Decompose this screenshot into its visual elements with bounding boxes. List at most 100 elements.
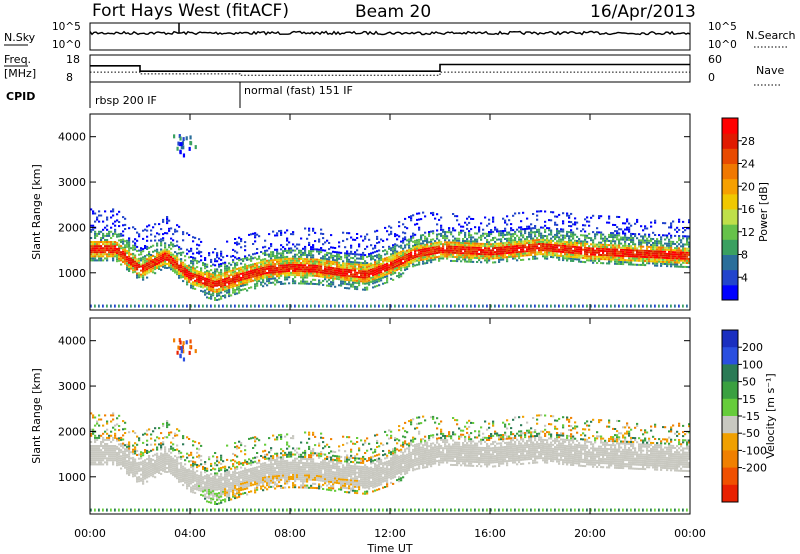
power-cell <box>416 263 419 266</box>
power-cell <box>590 251 593 254</box>
power-cell <box>214 264 217 267</box>
power-cell <box>488 231 491 233</box>
power-cell <box>428 233 431 235</box>
velocity-cell <box>96 455 99 458</box>
power-cell <box>618 252 621 255</box>
power-cell <box>290 247 293 250</box>
power-cell <box>520 244 523 247</box>
power-cell <box>180 251 183 254</box>
power-cell <box>500 240 503 243</box>
power-cell <box>416 239 419 242</box>
power-cell <box>582 261 585 263</box>
power-cell <box>240 258 243 261</box>
power-cell <box>192 271 195 273</box>
power-cell <box>188 146 191 151</box>
power-cell <box>284 231 287 234</box>
power-cell <box>360 266 363 268</box>
power-cell <box>616 252 619 255</box>
power-cell <box>106 245 109 248</box>
power-cell <box>216 299 219 301</box>
power-cell <box>176 244 179 247</box>
power-cell <box>660 264 663 267</box>
power-cell <box>578 248 581 251</box>
power-cell <box>234 285 237 287</box>
velocity-cell <box>100 463 103 466</box>
power-cell <box>450 231 453 234</box>
power-cell <box>480 251 483 253</box>
power-cell <box>464 240 467 243</box>
power-cell <box>514 257 517 260</box>
power-cell <box>634 235 637 238</box>
velocity-cell <box>90 463 93 466</box>
power-cell <box>306 237 309 240</box>
power-cell <box>154 268 157 271</box>
power-cell <box>672 220 675 223</box>
power-cell <box>166 263 169 265</box>
power-cell <box>542 255 545 258</box>
power-cell <box>390 249 393 252</box>
power-cell <box>588 249 591 252</box>
velocity-cell <box>100 461 103 464</box>
power-cell <box>348 252 351 255</box>
power-cell <box>136 250 139 252</box>
power-cell <box>404 252 407 255</box>
power-cell <box>252 271 255 274</box>
power-cell <box>122 230 125 233</box>
velocity-cell <box>102 445 105 447</box>
power-cell <box>194 279 197 282</box>
power-cell <box>112 249 115 252</box>
power-cell <box>590 253 593 256</box>
power-cell <box>668 263 671 266</box>
power-cell <box>128 239 131 242</box>
power-cell <box>458 243 461 246</box>
power-cell <box>592 245 595 248</box>
power-cell <box>230 269 233 272</box>
power-cell <box>534 251 537 254</box>
power-cell <box>264 274 267 277</box>
power-cell <box>388 247 391 250</box>
power-cell <box>114 228 117 231</box>
power-cell <box>208 278 211 281</box>
power-cell <box>436 237 439 240</box>
power-cell <box>594 255 597 258</box>
power-cell <box>300 253 303 256</box>
power-cell <box>444 237 447 240</box>
power-cell <box>352 281 355 284</box>
power-cell <box>234 293 237 296</box>
power-cell <box>352 279 355 282</box>
power-cell <box>296 268 299 270</box>
velocity-cell <box>112 451 115 454</box>
power-cell <box>522 304 524 308</box>
power-cell <box>448 241 451 244</box>
power-cell <box>316 258 319 261</box>
power-cell <box>370 254 373 257</box>
power-cell <box>472 240 475 243</box>
velocity-cell <box>112 438 115 441</box>
velocity-cell <box>146 429 149 432</box>
power-cell <box>526 217 529 220</box>
power-cell <box>398 225 401 228</box>
power-cell <box>308 233 311 236</box>
power-cell <box>342 262 345 265</box>
power-cell <box>658 250 661 253</box>
power-cell <box>622 257 625 259</box>
power-cell <box>468 236 471 239</box>
power-cell <box>362 274 365 277</box>
power-cell <box>496 238 499 241</box>
power-cell <box>146 262 149 265</box>
power-cell <box>572 251 575 254</box>
power-cell <box>462 229 465 232</box>
power-cell <box>134 238 137 241</box>
power-cell <box>514 255 517 258</box>
velocity-cell <box>114 424 117 427</box>
power-cell <box>90 259 93 262</box>
power-cell <box>234 282 237 285</box>
velocity-cell <box>90 434 93 437</box>
power-cell <box>300 272 303 275</box>
power-cell <box>484 236 487 239</box>
power-cell <box>342 278 345 281</box>
power-cell <box>484 247 487 250</box>
power-cell <box>116 219 119 222</box>
power-cell <box>216 288 219 291</box>
power-cell <box>286 251 289 254</box>
